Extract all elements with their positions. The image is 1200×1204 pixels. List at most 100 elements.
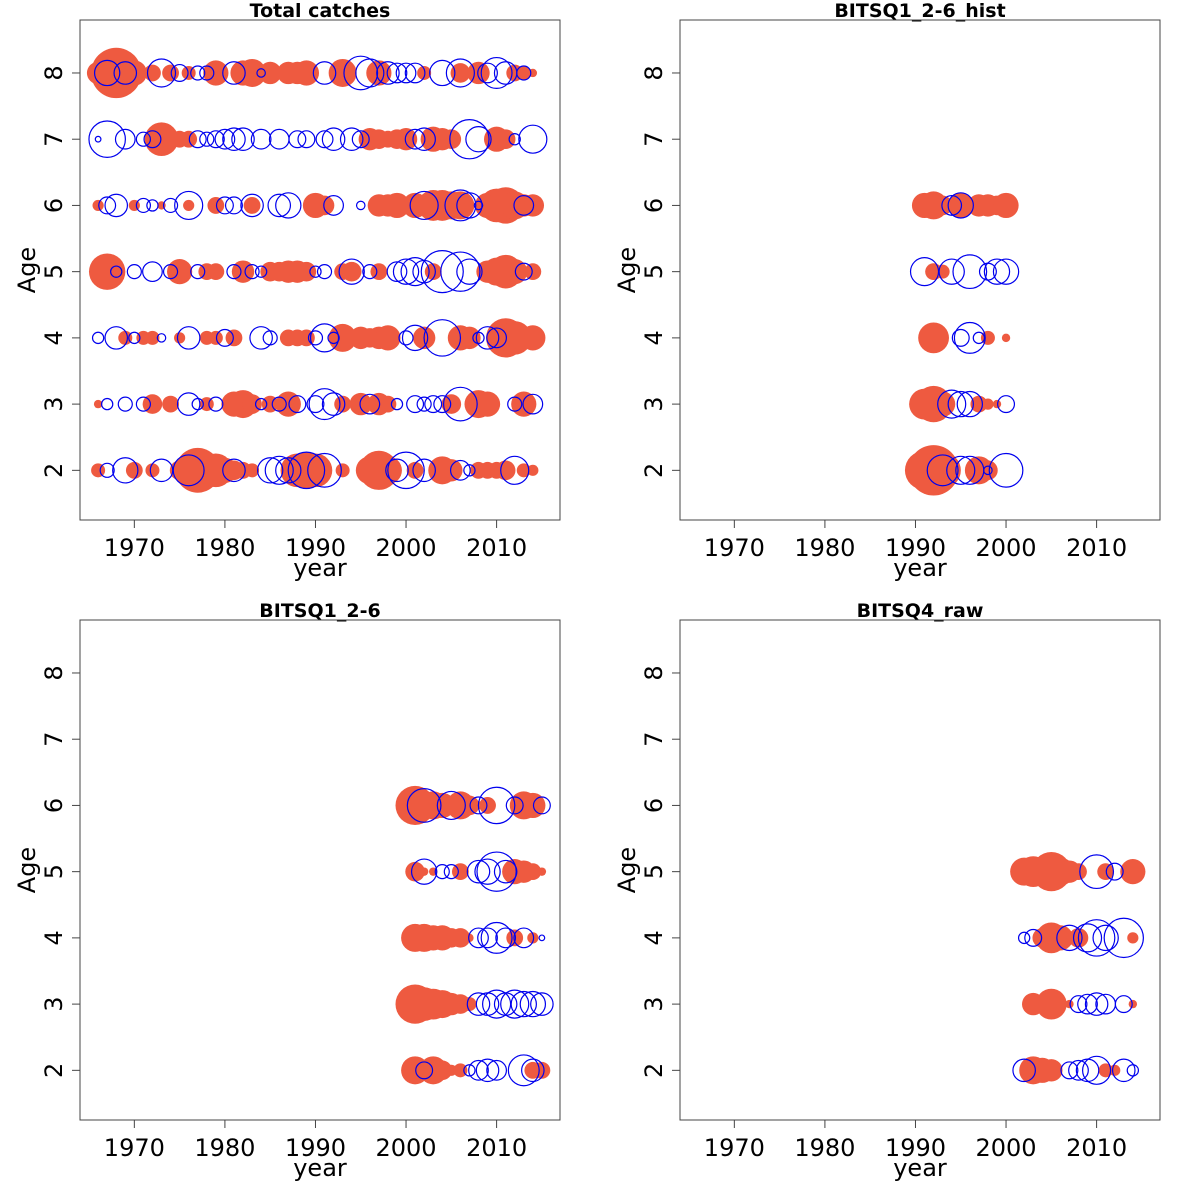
negative-residual-bubble — [1077, 919, 1116, 957]
negative-residual-bubble — [172, 454, 205, 487]
negative-residual-bubble — [409, 190, 439, 221]
negative-residual-bubble — [275, 192, 302, 219]
negative-residual-bubble — [222, 61, 246, 85]
negative-residual-bubble — [1024, 928, 1043, 947]
negative-residual-bubble — [443, 864, 459, 880]
x-tick-label: 1980 — [794, 1134, 855, 1162]
chart-panel-4: BITSQ4_raw 1970 1980 1990 2000 2010 2 3 4 5 6 7 8 yea… — [613, 600, 1161, 1182]
positive-residual-bubble — [1097, 863, 1115, 881]
negative-residual-bubble — [104, 193, 129, 218]
negative-residual-bubble — [387, 451, 425, 490]
negative-residual-bubble — [952, 254, 988, 290]
positive-residual-bubble — [238, 58, 267, 87]
y-tick-label: 8 — [40, 65, 68, 80]
negative-residual-bubble — [339, 127, 364, 152]
x-axis-label: year — [893, 1154, 947, 1182]
negative-residual-bubble — [938, 258, 965, 285]
positive-residual-bubble — [335, 463, 350, 478]
x-tick-label: 1970 — [104, 1134, 165, 1162]
negative-residual-bubble — [338, 258, 365, 285]
positive-residual-bubble — [1040, 1059, 1063, 1082]
negative-residual-bubble — [307, 452, 342, 488]
y-tick-label: 6 — [640, 198, 668, 213]
negative-residual-bubble — [1012, 1058, 1036, 1083]
positive-residual-bubble — [208, 330, 223, 345]
negative-residual-bubble — [307, 330, 324, 346]
positive-residual-bubble — [92, 199, 104, 212]
negative-residual-bubble — [224, 196, 243, 215]
positive-residual-bubble — [144, 64, 161, 82]
negative-residual-bubble — [386, 62, 408, 84]
x-tick-label: 1990 — [885, 534, 946, 562]
chart-title: BITSQ4_raw — [857, 600, 984, 622]
positive-residual-bubble — [467, 61, 490, 85]
negative-residual-bubble — [100, 397, 114, 411]
negative-residual-bubble — [142, 261, 163, 283]
negative-residual-bubble — [463, 1064, 476, 1077]
positive-residual-bubble — [145, 330, 160, 345]
positive-residual-bubble — [203, 60, 229, 86]
negative-residual-bubble — [190, 264, 206, 280]
negative-residual-bubble — [199, 65, 215, 81]
y-axis-label: Age — [13, 847, 41, 893]
negative-residual-bubble — [415, 1061, 434, 1080]
y-tick-label: 3 — [40, 996, 68, 1011]
negative-residual-bubble — [445, 58, 475, 88]
negative-residual-bubble — [206, 130, 225, 149]
negative-residual-bubble — [463, 464, 476, 477]
negative-residual-bubble — [476, 851, 517, 892]
negative-residual-bubble — [522, 393, 544, 415]
negative-residual-bubble — [946, 455, 976, 485]
plot-frame — [679, 19, 1161, 521]
positive-residual-bubble — [375, 325, 401, 351]
positive-residual-bubble — [328, 58, 357, 87]
negative-residual-bubble — [1077, 993, 1098, 1015]
negative-residual-bubble — [327, 331, 340, 345]
negative-residual-bubble — [530, 992, 554, 1016]
positive-residual-bubble — [474, 391, 501, 417]
negative-residual-bubble — [156, 333, 167, 343]
positive-residual-bubble — [450, 928, 471, 948]
negative-residual-bubble — [953, 321, 986, 354]
positive-residual-bubble — [992, 399, 1002, 409]
negative-residual-bubble — [1092, 924, 1119, 952]
positive-residual-bubble — [207, 197, 225, 214]
x-tick-label: 1980 — [194, 1134, 255, 1162]
y-tick-label: 2 — [40, 463, 68, 478]
positive-residual-bubble — [225, 329, 243, 347]
negative-residual-bubble — [983, 258, 1011, 285]
negative-residual-bubble — [215, 196, 234, 215]
negative-residual-bubble — [1060, 1061, 1079, 1080]
negative-residual-bubble — [264, 455, 294, 485]
negative-residual-bubble — [94, 135, 102, 143]
negative-residual-bubble — [1114, 995, 1133, 1014]
negative-residual-bubble — [410, 858, 438, 885]
positive-residual-bubble — [970, 395, 988, 413]
plot-frame — [79, 19, 561, 521]
x-tick-label: 2010 — [466, 534, 527, 562]
negative-residual-bubble — [468, 927, 489, 949]
y-tick-label: 8 — [40, 665, 68, 680]
y-tick-label: 2 — [640, 1063, 668, 1078]
positive-residual-bubble — [511, 391, 537, 417]
negative-residual-bubble — [386, 261, 408, 283]
negative-residual-bubble — [1069, 995, 1088, 1014]
x-tick-label: 1980 — [794, 534, 855, 562]
positive-residual-bubble — [932, 195, 953, 216]
positive-residual-bubble — [453, 1063, 468, 1078]
y-axis-label: Age — [613, 847, 641, 893]
negative-residual-bubble — [997, 395, 1016, 414]
negative-residual-bubble — [98, 196, 117, 215]
positive-residual-bubble — [524, 863, 542, 881]
positive-residual-bubble — [533, 1061, 551, 1079]
negative-residual-bubble — [268, 128, 290, 150]
negative-residual-bubble — [500, 455, 530, 485]
negative-residual-bubble — [477, 927, 498, 949]
positive-residual-bubble — [1065, 999, 1074, 1009]
positive-residual-bubble — [145, 463, 160, 478]
negative-residual-bubble — [162, 264, 179, 280]
positive-residual-bubble — [924, 452, 961, 489]
negative-residual-bubble — [315, 130, 334, 149]
positive-residual-bubble — [384, 192, 410, 219]
